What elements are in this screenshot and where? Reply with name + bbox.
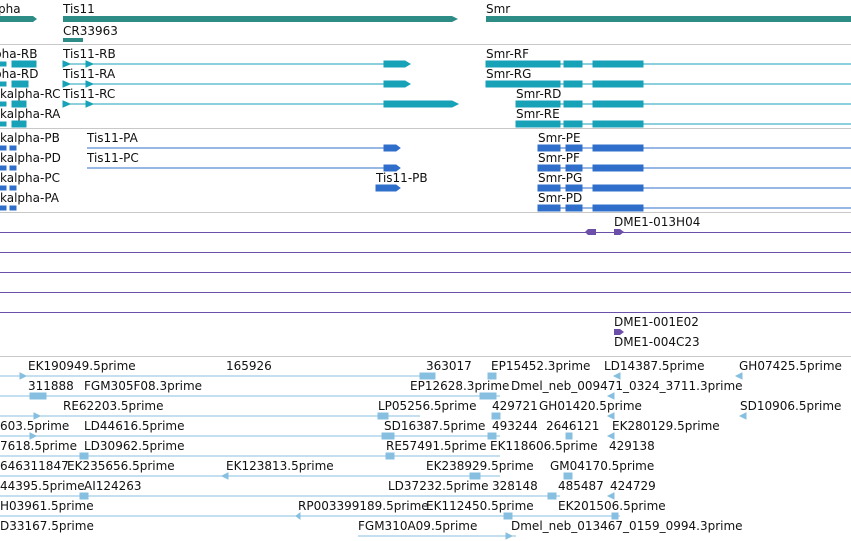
probe-track-line xyxy=(0,252,851,253)
probe-label[interactable]: DME1-013H04 xyxy=(614,215,701,229)
est-label[interactable]: 429721 xyxy=(492,399,538,413)
est-label[interactable]: LD14387.5prime xyxy=(604,359,705,373)
est-label[interactable]: EK238929.5prime xyxy=(426,459,534,473)
track-separator xyxy=(0,212,851,213)
probe-track-line xyxy=(0,292,851,293)
est-label[interactable]: EK123813.5prime xyxy=(226,459,334,473)
transcript-label[interactable]: Smr-RD xyxy=(516,87,562,101)
est-label[interactable]: FGM310A09.5prime xyxy=(358,519,478,533)
est-label[interactable]: FGM305F08.3prime xyxy=(84,379,203,393)
est-label[interactable]: 493244 xyxy=(492,419,538,433)
est-label[interactable]: EK190949.5prime xyxy=(28,359,136,373)
est-label[interactable]: GM04170.5prime xyxy=(550,459,655,473)
gene-label[interactable]: Tis11 xyxy=(63,2,95,16)
est-label[interactable]: Dmel_neb_009471_0324_3711.3prime xyxy=(511,379,743,393)
est-label[interactable]: GH07425.5prime xyxy=(739,359,842,373)
protein-label[interactable]: Smr-PF xyxy=(538,151,580,165)
track-separator xyxy=(0,44,851,45)
est-label[interactable]: GH01420.5prime xyxy=(539,399,642,413)
est-label[interactable]: 328148 xyxy=(492,479,538,493)
est-label[interactable]: EP15452.3prime xyxy=(491,359,591,373)
protein-label[interactable]: Tis11-PC xyxy=(87,151,139,165)
track-separator xyxy=(0,356,851,357)
probe-label[interactable]: DME1-004C23 xyxy=(614,335,700,349)
est-label[interactable]: EK235656.5prime xyxy=(67,459,175,473)
est-label[interactable]: AI124263 xyxy=(84,479,142,493)
est-label[interactable]: 424729 xyxy=(610,479,656,493)
est-label[interactable]: 7618.5prime xyxy=(0,439,77,453)
est-label[interactable]: RE57491.5prime xyxy=(386,439,487,453)
track-separator xyxy=(0,128,851,129)
protein-label[interactable]: Smr-PG xyxy=(538,171,583,185)
est-label[interactable]: H03961.5prime xyxy=(0,499,94,513)
protein-label[interactable]: Tis11-PB xyxy=(376,171,428,185)
est-label[interactable]: LD30962.5prime xyxy=(84,439,185,453)
protein-label[interactable]: kalpha-PD xyxy=(0,151,61,165)
gene-glyph-smr xyxy=(486,16,851,22)
probe-track-line xyxy=(0,232,851,233)
est-label[interactable]: 165926 xyxy=(226,359,272,373)
est-label[interactable]: 646311847 xyxy=(0,459,69,473)
gene-glyph-cr33963 xyxy=(63,38,83,42)
est-label[interactable]: SD16387.5prime xyxy=(384,419,486,433)
est-label[interactable]: LP05256.5prime xyxy=(378,399,477,413)
est-label[interactable]: RP003399189.5prime xyxy=(298,499,429,513)
transcript-label[interactable]: Smr-RG xyxy=(486,67,532,81)
protein-label[interactable]: Smr-PE xyxy=(538,131,581,145)
protein-label[interactable]: kalpha-PC xyxy=(0,171,60,185)
est-label[interactable]: SD10906.5prime xyxy=(740,399,842,413)
transcript-label[interactable]: Tis11-RB xyxy=(63,47,116,61)
transcript-label[interactable]: Tis11-RA xyxy=(63,67,116,81)
gene-label[interactable]: Smr xyxy=(486,2,511,16)
est-label[interactable]: 429138 xyxy=(609,439,655,453)
est-label[interactable]: EP12628.3prime xyxy=(410,379,510,393)
est-label[interactable]: RE62203.5prime xyxy=(63,399,164,413)
transcript-label[interactable]: pha-RB xyxy=(0,47,38,61)
probe-label[interactable]: DME1-001E02 xyxy=(614,315,699,329)
transcript-label[interactable]: kalpha-RC xyxy=(0,87,61,101)
protein-label[interactable]: kalpha-PB xyxy=(0,131,60,145)
est-label[interactable]: LD37232.5prime xyxy=(388,479,489,493)
est-label[interactable]: 363017 xyxy=(426,359,472,373)
transcript-label[interactable]: pha-RD xyxy=(0,67,39,81)
est-label[interactable]: 44395.5prime xyxy=(0,479,85,493)
est-label[interactable]: Dmel_neb_013467_0159_0994.3prime xyxy=(511,519,743,533)
protein-label[interactable]: Smr-PD xyxy=(538,191,583,205)
transcript-label[interactable]: Smr-RF xyxy=(486,47,530,61)
est-label[interactable]: EK280129.5prime xyxy=(612,419,720,433)
transcript-label[interactable]: kalpha-RA xyxy=(0,107,61,121)
est-label[interactable]: EK112450.5prime xyxy=(426,499,534,513)
est-label[interactable]: 311888 xyxy=(28,379,74,393)
protein-label[interactable]: Tis11-PA xyxy=(87,131,138,145)
est-label[interactable]: EK201506.5prime xyxy=(558,499,666,513)
transcript-label[interactable]: Smr-RE xyxy=(516,107,560,121)
est-label[interactable]: LD44616.5prime xyxy=(84,419,185,433)
probe-track-line xyxy=(0,312,851,313)
gene-glyph-tis11 xyxy=(63,16,458,22)
gene-glyph-pha xyxy=(0,16,37,22)
gene-label[interactable]: pha xyxy=(0,2,21,16)
est-label[interactable]: D33167.5prime xyxy=(0,519,94,533)
est-label[interactable]: 2646121 xyxy=(546,419,600,433)
transcript-label[interactable]: Tis11-RC xyxy=(63,87,116,101)
gene-label[interactable]: CR33963 xyxy=(63,24,118,38)
est-label[interactable]: 485487 xyxy=(558,479,604,493)
protein-label[interactable]: kalpha-PA xyxy=(0,191,60,205)
probe-track-line xyxy=(0,272,851,273)
est-label[interactable]: EK118606.5prime xyxy=(490,439,598,453)
est-label[interactable]: 603.5prime xyxy=(0,419,70,433)
